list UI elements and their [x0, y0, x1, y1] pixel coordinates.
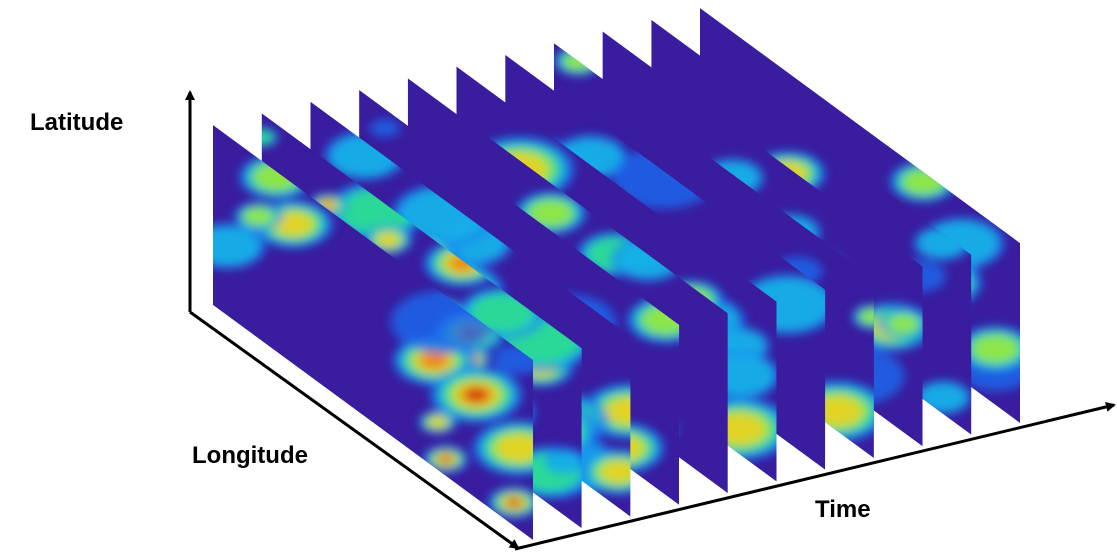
- heat-blob: [548, 452, 582, 473]
- heat-blob: [972, 335, 1018, 363]
- heat-blob: [563, 52, 593, 70]
- longitude-label: Longitude: [192, 442, 308, 469]
- heat-blob: [441, 456, 451, 462]
- heat-blob: [420, 352, 449, 369]
- time-label: Time: [815, 496, 871, 523]
- heat-blob: [508, 499, 519, 506]
- heat-blob: [369, 119, 400, 137]
- heat-blob: [903, 169, 944, 194]
- heat-blob: [194, 226, 261, 266]
- heat-blob: [250, 130, 273, 144]
- heat-blob: [244, 208, 273, 226]
- latitude-label: Latitude: [30, 109, 123, 136]
- heat-blob: [429, 417, 447, 428]
- heat-blob: [376, 233, 399, 247]
- frame-stack: [189, 8, 1033, 540]
- diagram: Latitude Longitude Time: [0, 0, 1117, 553]
- heat-blob: [888, 314, 919, 332]
- heat-blob: [918, 383, 967, 413]
- heat-blob: [466, 389, 487, 401]
- page: Latitude Longitude Time (() => { const d…: [0, 0, 1117, 553]
